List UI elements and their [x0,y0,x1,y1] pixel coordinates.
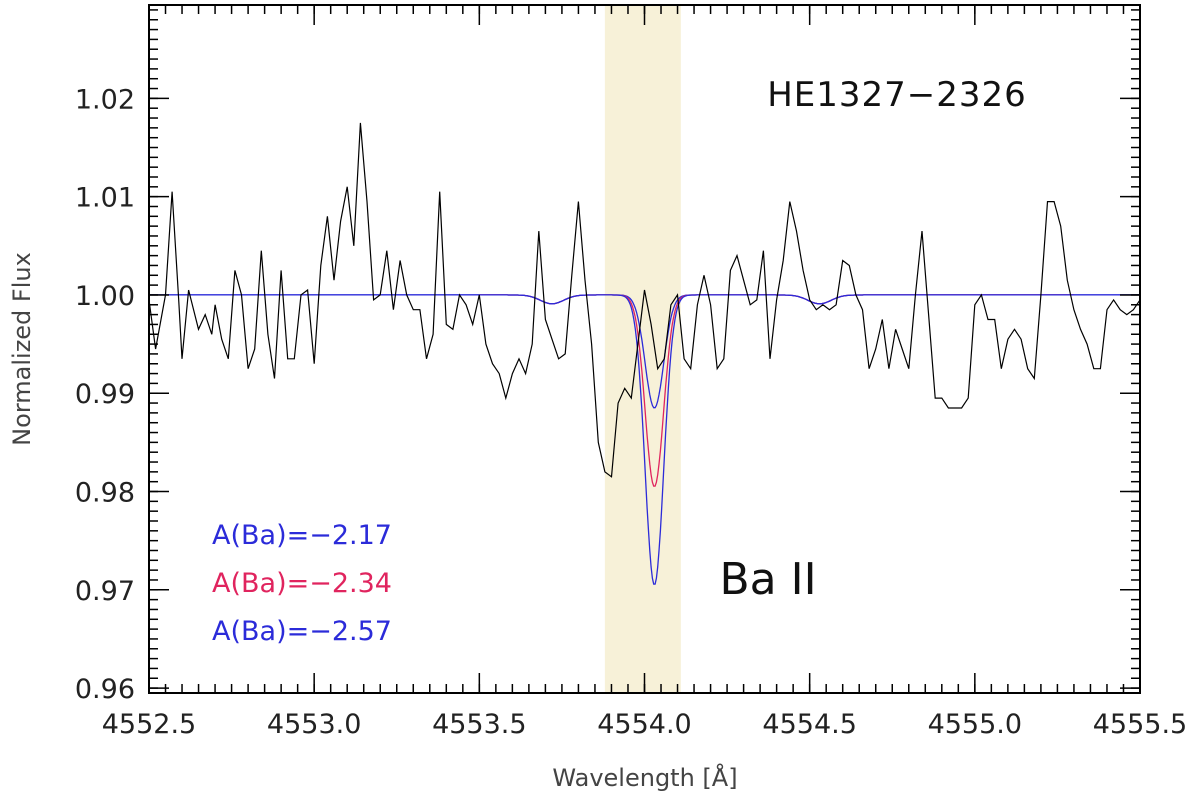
y-tick-label: 0.96 [75,674,135,705]
axis-ticks [148,5,1141,693]
y-tick-label: 0.99 [75,379,135,410]
star-name-label: HE1327−2326 [767,75,1027,115]
x-tick-label: 4553.0 [267,709,361,740]
x-tick-label: 4553.5 [432,709,526,740]
model-line-3 [149,294,1140,585]
observed-spectrum-line [148,122,1141,478]
legend-entry-1: A(Ba)=−2.17 [212,520,392,551]
model-lines [149,294,1140,585]
x-tick-label: 4554.5 [762,709,856,740]
y-axis-title: Normalized Flux [8,252,36,446]
tick-labels: 4552.5 4553.0 4553.5 4554.0 4554.5 4555.0 4555… [75,84,1187,740]
x-tick-label: 4555.5 [1093,709,1187,740]
x-tick-label: 4552.5 [102,709,196,740]
legend-entry-2: A(Ba)=−2.34 [212,568,392,599]
legend: A(Ba)=−2.17 A(Ba)=−2.34 A(Ba)=−2.57 [212,520,392,647]
model-line-2 [479,294,1074,487]
y-tick-label: 1.00 [75,281,135,312]
ba-ii-label: Ba II [719,554,816,605]
y-tick-label: 1.01 [75,183,135,214]
x-tick-label: 4554.0 [597,709,691,740]
x-tick-label: 4555.0 [928,709,1022,740]
y-tick-label: 1.02 [75,84,135,115]
legend-entry-3: A(Ba)=−2.57 [212,616,392,647]
x-axis-title: Wavelength [Å] [552,763,737,792]
y-tick-label: 0.97 [75,576,135,607]
y-tick-label: 0.98 [75,478,135,509]
